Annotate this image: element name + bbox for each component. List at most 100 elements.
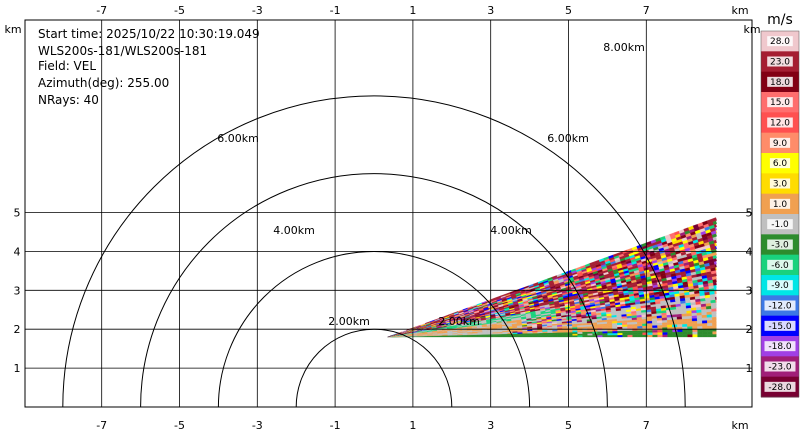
x-tick-label-bottom: -3	[252, 419, 263, 432]
velocity-cell	[681, 315, 688, 320]
velocity-cell	[507, 335, 513, 338]
velocity-cell	[597, 333, 603, 336]
info-azimuth: Azimuth(deg): 255.00	[38, 76, 169, 90]
colorbar-label-bg	[769, 198, 791, 209]
velocity-cell	[607, 332, 613, 336]
velocity-cell	[532, 334, 538, 336]
velocity-cell	[627, 324, 633, 327]
range-ring	[217, 250, 531, 408]
velocity-cell	[692, 331, 698, 335]
velocity-cell	[652, 325, 658, 328]
velocity-cell	[667, 331, 673, 335]
velocity-cell	[622, 330, 628, 334]
velocity-cell	[632, 330, 638, 333]
velocity-cell	[662, 322, 668, 326]
velocity-cell	[687, 326, 693, 330]
velocity-cell	[607, 330, 613, 334]
colorbar-label-bg	[767, 117, 793, 128]
colorbar-tick-label: -28.0	[768, 383, 792, 393]
velocity-cell	[577, 335, 583, 338]
velocity-cell	[666, 319, 673, 323]
colorbar-label-bg	[764, 381, 796, 392]
velocity-cell	[687, 323, 693, 327]
x-tick-label-top: 5	[565, 4, 572, 17]
colorbar-label-bg	[767, 239, 793, 250]
velocity-cell	[692, 334, 698, 338]
velocity-cell	[706, 316, 713, 321]
plot-frame	[24, 19, 753, 408]
velocity-cell	[617, 334, 623, 338]
colorbar-label-bg	[767, 76, 793, 87]
x-unit-top-label: km	[731, 4, 748, 17]
velocity-cell	[617, 324, 623, 328]
velocity-cell	[597, 334, 603, 338]
velocity-cell	[642, 332, 648, 335]
velocity-cell	[582, 333, 588, 336]
colorbar-label-bg	[767, 36, 793, 47]
velocity-cell	[627, 330, 633, 333]
x-tick-label-top: -1	[330, 4, 341, 17]
velocity-cell	[587, 335, 593, 338]
velocity-cell	[662, 334, 668, 338]
range-ring-label: 4.00km	[273, 224, 315, 237]
y-tick-label-left: 4	[14, 245, 21, 258]
velocity-cell	[687, 334, 693, 338]
colorbar-tick-label: -9.0	[771, 281, 789, 291]
x-unit-bottom-label: km	[731, 419, 748, 432]
velocity-cell	[677, 334, 683, 338]
y-tick-label-left: 2	[14, 323, 21, 336]
velocity-cell	[707, 322, 713, 326]
velocity-cell	[691, 312, 698, 316]
colorbar-label-bg	[769, 158, 791, 169]
x-tick-label-bottom: 1	[409, 419, 416, 432]
velocity-cell	[682, 323, 688, 327]
velocity-cell	[701, 314, 708, 318]
y-tick-label-left: 1	[14, 362, 21, 375]
velocity-cell	[652, 329, 658, 333]
velocity-cell	[712, 319, 717, 323]
colorbar-tick-label: 12.0	[770, 119, 790, 129]
velocity-cell	[715, 302, 717, 306]
velocity-cell	[697, 323, 703, 327]
velocity-cell	[691, 315, 698, 319]
velocity-cell	[702, 331, 708, 335]
velocity-cell	[587, 333, 593, 336]
velocity-cell	[612, 332, 618, 336]
velocity-cell	[712, 322, 717, 326]
velocity-cell	[677, 329, 683, 333]
velocity-cell	[557, 332, 563, 335]
x-tick-label-top: -5	[174, 4, 185, 17]
x-tick-label-bottom: -1	[330, 419, 341, 432]
velocity-cell	[517, 335, 523, 338]
velocity-cell	[667, 329, 673, 333]
velocity-cell	[637, 325, 643, 329]
velocity-cell	[711, 316, 717, 321]
velocity-cell	[602, 334, 608, 338]
velocity-cell	[712, 331, 717, 335]
velocity-cell	[697, 325, 703, 330]
colorbar-label-bg	[767, 56, 793, 67]
axis-tick-labels: -7 -7 -5 -5 -3 -3 -1 -1 1 1 3 3 5 5 7 7 1 1 2 2 3 3 4 4 5 5	[14, 4, 753, 432]
velocity-cell	[710, 305, 717, 309]
range-ring-label: 2.00km	[328, 315, 370, 328]
velocity-cell	[582, 335, 588, 338]
colorbar-label-bg	[764, 300, 796, 311]
velocity-cell	[712, 333, 717, 338]
velocity-cell	[687, 320, 693, 325]
velocity-cell	[666, 316, 673, 321]
velocity-cell	[587, 331, 593, 334]
info-start-time: Start time: 2025/10/22 10:30:19.049	[38, 27, 260, 41]
colorbar-tick-label: 1.0	[773, 200, 788, 210]
x-tick-label-top: -7	[96, 4, 107, 17]
range-ring-label: 4.00km	[490, 224, 532, 237]
velocity-cell	[602, 332, 608, 336]
velocity-cell	[577, 330, 583, 333]
velocity-cell	[657, 324, 663, 328]
colorbar-tick-label: 6.0	[773, 159, 788, 169]
velocity-cell	[637, 330, 643, 333]
velocity-cell	[711, 217, 717, 222]
velocity-cell	[622, 332, 628, 336]
velocity-cell	[697, 320, 703, 324]
range-ring	[140, 173, 608, 408]
